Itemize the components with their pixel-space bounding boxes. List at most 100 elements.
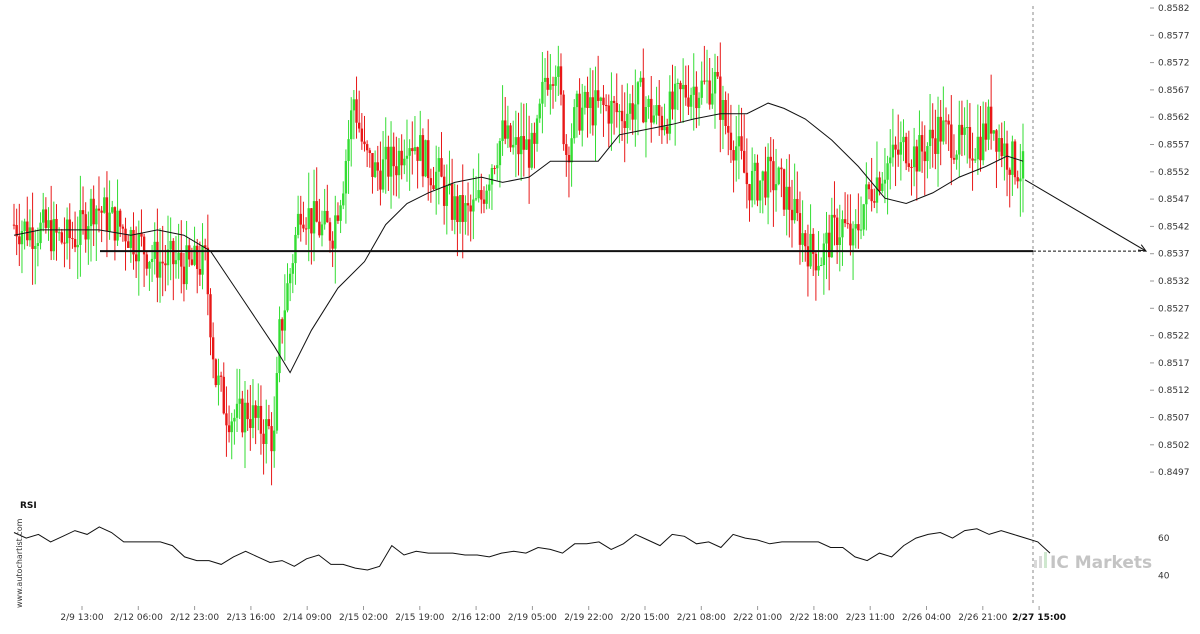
candle-body (732, 150, 735, 161)
candle-body (477, 190, 480, 199)
candle-body (684, 84, 687, 98)
candle-body (1005, 143, 1009, 170)
candle-body (440, 158, 443, 177)
price-tick-label: 0.8517 (1158, 359, 1190, 369)
candle-body (121, 226, 125, 229)
price-tick-label: 0.8537 (1158, 250, 1190, 260)
candle-body (288, 273, 292, 284)
price-tick-label: 0.8497 (1158, 468, 1190, 478)
moving-average-layer (13, 102, 1024, 374)
candle-body (76, 244, 79, 248)
candle-body (334, 215, 337, 249)
candle-body (296, 213, 300, 235)
candle-body (636, 82, 640, 105)
candle-body (328, 222, 332, 241)
candle-body (387, 146, 390, 177)
candle-body (219, 375, 223, 377)
candle-body (71, 238, 74, 240)
candle-body (658, 105, 661, 116)
candle-body (889, 157, 892, 164)
support-layer (100, 179, 1148, 253)
candle-body (49, 220, 53, 252)
candle-body (403, 158, 406, 166)
time-tick-label: 2/26 04:00 (902, 613, 951, 623)
candle-body (60, 232, 63, 243)
candle-body (1003, 143, 1006, 157)
candle-body (26, 221, 29, 241)
candle-body (376, 162, 379, 171)
candle-body (73, 239, 77, 248)
price-tick-label: 0.8557 (1158, 141, 1190, 151)
candle-body (198, 268, 202, 275)
candle-body (745, 172, 749, 185)
candle-body (886, 163, 889, 180)
candle-body (148, 261, 151, 269)
candle-body (697, 97, 701, 109)
candle-body (1016, 177, 1019, 182)
candle-body (750, 170, 754, 201)
candle-body (756, 162, 759, 201)
candle-body (34, 245, 37, 249)
rsi-title: RSI (20, 501, 37, 511)
candle-body (615, 102, 618, 113)
candle-body (442, 176, 446, 206)
candle-body (464, 203, 467, 222)
candle-body (124, 228, 127, 242)
candle-body (817, 265, 820, 271)
candle-body (581, 107, 584, 131)
candle-body (950, 124, 953, 158)
candle-body (137, 233, 140, 262)
candle-body (652, 115, 656, 123)
candle-body (211, 337, 215, 360)
candle-body (504, 120, 507, 139)
candle-body (727, 125, 730, 133)
price-tick-label: 0.8542 (1158, 222, 1190, 232)
candle-body (942, 120, 945, 142)
candle-body (928, 129, 932, 147)
candle-body (713, 71, 717, 94)
candle-body (20, 231, 24, 245)
candle-body (705, 80, 709, 82)
brand-bar-2 (1039, 556, 1042, 568)
candle-body (692, 86, 695, 95)
candle-body (381, 159, 385, 190)
candle-body (849, 223, 852, 246)
candle-body (729, 132, 733, 151)
candle-body (947, 120, 950, 125)
candle-body (878, 177, 881, 192)
candle-body (865, 184, 868, 205)
candle-body (57, 232, 61, 234)
candle-body (405, 155, 409, 159)
candle-body (766, 156, 770, 198)
candle-body (400, 150, 403, 166)
time-tick-label: 2/15 19:00 (395, 613, 444, 623)
candle-body (472, 199, 475, 212)
candle-body (493, 168, 496, 170)
candle-body (825, 232, 828, 244)
candle-body (631, 103, 634, 120)
candle-body (859, 229, 863, 231)
candle-body (618, 110, 621, 113)
candle-body (357, 122, 361, 129)
candle-body (100, 210, 103, 213)
brand-bar-3 (1044, 552, 1047, 568)
candle-body (360, 128, 364, 142)
candle-body (432, 185, 435, 190)
candle-body (796, 198, 799, 214)
candle-body (371, 153, 374, 177)
brand-bar-1 (1034, 560, 1037, 568)
candle-body (798, 213, 802, 245)
candle-body (737, 136, 741, 147)
candle-body (708, 80, 711, 105)
candle-body (612, 100, 616, 103)
candle-body (989, 106, 993, 134)
candle-body (995, 130, 998, 152)
candle-body (161, 261, 164, 264)
forecast-arrow-head (1138, 244, 1148, 252)
candle-body (549, 84, 552, 90)
price-tick-label: 0.8567 (1158, 86, 1190, 96)
candle-body (1021, 151, 1025, 179)
candle-body (838, 237, 841, 246)
candle-body (695, 86, 698, 109)
